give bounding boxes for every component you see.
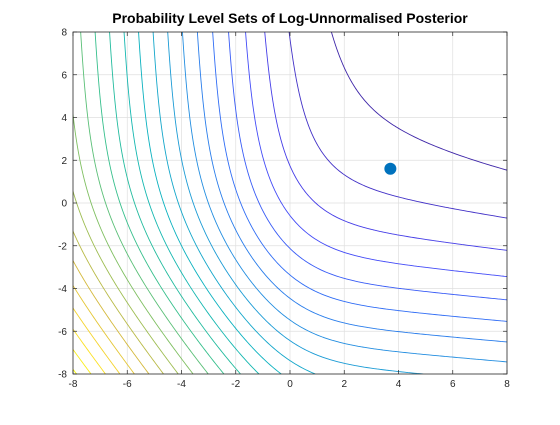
x-tick-label: 4 [396,379,402,390]
contour-level-1 [330,32,507,171]
contour-level-18 [73,230,164,374]
contour-level-23 [73,349,92,374]
mode-marker [384,162,397,175]
contour-level-6 [212,32,507,322]
contour-level-15 [80,32,209,374]
y-tick-label: 0 [61,199,67,210]
y-tick-label: 8 [61,28,67,39]
contour-level-13 [109,32,241,374]
contour-level-9 [167,32,424,374]
x-tick-label: -6 [123,379,132,390]
chart-title: Probability Level Sets of Log-Unnormalis… [112,10,468,26]
contour-level-4 [245,32,507,278]
grid [73,32,507,374]
y-tick-label: 4 [61,113,67,124]
contour-level-17 [73,190,179,374]
x-tick-label: 2 [341,379,347,390]
contour-level-8 [182,32,507,363]
ticks: -8 -6 -4 -2 0 2 4 6 8 -8 -6 -4 -2 0 2 4 6 8 [58,28,510,391]
contour-level-19 [73,260,150,374]
y-tick-label: 2 [61,156,67,167]
x-tick-label: -2 [231,379,240,390]
x-tick-label: -8 [69,379,78,390]
contour-level-11 [138,32,282,374]
contour-level-12 [123,32,260,374]
contour-level-7 [196,32,507,343]
contour-level-20 [73,285,135,374]
y-tick-label: -2 [58,241,67,252]
contour-level-14 [94,32,225,374]
contour-level-16 [73,114,194,374]
contour-level-10 [152,32,316,374]
contour-level-2 [288,32,507,219]
y-tick-label: -6 [58,327,67,338]
y-tick-label: -8 [58,370,67,381]
y-tick-label: 6 [61,70,67,81]
x-tick-label: -4 [177,379,186,390]
contour-level-3 [264,32,507,251]
marker-layer [384,162,397,175]
contour-level-22 [73,328,106,374]
x-tick-label: 0 [287,379,293,390]
contour-lines [73,32,507,374]
y-tick-label: -4 [58,284,67,295]
contour-level-21 [73,307,121,374]
x-tick-label: 8 [504,379,510,390]
contour-level-5 [228,32,507,301]
x-tick-label: 6 [450,379,456,390]
